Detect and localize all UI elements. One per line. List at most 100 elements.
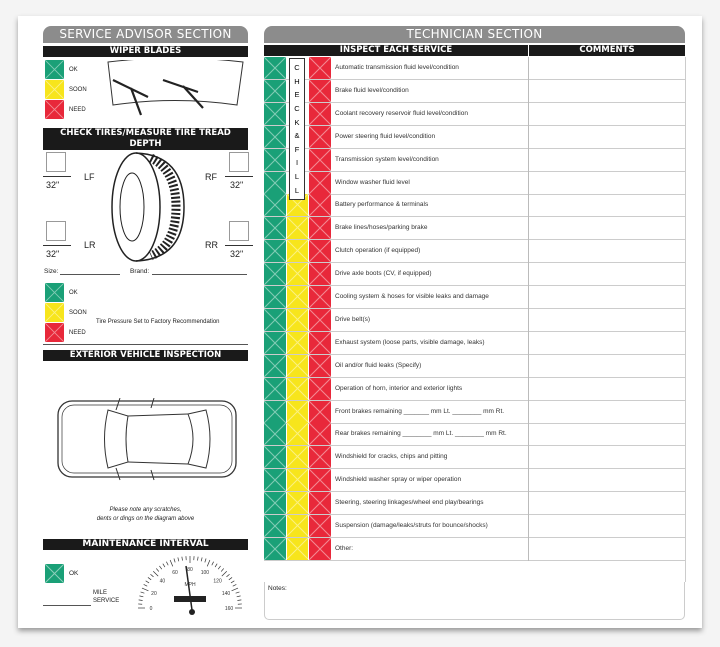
comment-field[interactable] xyxy=(530,378,685,400)
need-checkbox[interactable] xyxy=(308,262,332,286)
ok-checkbox[interactable] xyxy=(263,537,287,561)
soon-checkbox[interactable] xyxy=(286,445,309,469)
car-top-view-diagram[interactable] xyxy=(56,398,238,481)
comment-field[interactable] xyxy=(530,492,685,514)
need-checkbox[interactable] xyxy=(308,216,332,240)
ok-checkbox[interactable] xyxy=(263,400,287,423)
ok-checkbox[interactable] xyxy=(263,148,287,171)
need-checkbox[interactable] xyxy=(308,423,332,446)
ok-checkbox[interactable] xyxy=(263,377,287,400)
comment-field[interactable] xyxy=(530,332,685,354)
ok-checkbox[interactable] xyxy=(263,468,287,492)
comment-field[interactable] xyxy=(530,515,685,537)
soon-checkbox[interactable] xyxy=(286,377,309,400)
inspection-item-label: Drive axle boots (CV, if equipped) xyxy=(335,270,432,278)
ok-checkbox[interactable] xyxy=(263,445,287,469)
comment-field[interactable] xyxy=(530,401,685,423)
comment-field[interactable] xyxy=(530,240,685,262)
need-checkbox[interactable] xyxy=(308,79,332,103)
comment-field[interactable] xyxy=(530,103,685,125)
tire-soon-checkbox[interactable] xyxy=(45,303,64,322)
lf-tread-box[interactable] xyxy=(46,152,66,172)
soon-checkbox[interactable] xyxy=(286,331,309,354)
soon-checkbox[interactable] xyxy=(286,354,309,377)
soon-checkbox[interactable] xyxy=(286,537,309,560)
rf-tread-box[interactable] xyxy=(229,152,249,172)
comment-field[interactable] xyxy=(530,469,685,491)
ok-checkbox[interactable] xyxy=(263,491,287,515)
need-checkbox[interactable] xyxy=(308,102,332,126)
comment-field[interactable] xyxy=(530,309,685,331)
soon-checkbox[interactable] xyxy=(286,423,309,446)
need-checkbox[interactable] xyxy=(308,491,332,515)
ok-checkbox[interactable] xyxy=(263,56,287,80)
comment-field[interactable] xyxy=(530,217,685,239)
ok-checkbox[interactable] xyxy=(263,79,287,103)
soon-checkbox[interactable] xyxy=(286,216,309,240)
comment-field[interactable] xyxy=(530,172,685,194)
soon-checkbox[interactable] xyxy=(286,239,309,263)
wiper-blades-header: WIPER BLADES xyxy=(43,46,248,57)
inspection-item-label: Exhaust system (loose parts, visible dam… xyxy=(335,338,485,346)
need-checkbox[interactable] xyxy=(308,445,332,469)
size-field[interactable] xyxy=(60,274,120,275)
ok-checkbox[interactable] xyxy=(263,423,287,446)
tire-ok-checkbox[interactable] xyxy=(45,283,64,302)
brand-field[interactable] xyxy=(152,274,247,275)
ok-checkbox[interactable] xyxy=(263,514,287,538)
need-checkbox[interactable] xyxy=(308,400,332,423)
comment-field[interactable] xyxy=(530,126,685,148)
soon-checkbox[interactable] xyxy=(286,262,309,286)
ok-checkbox[interactable] xyxy=(263,331,287,355)
ok-checkbox[interactable] xyxy=(263,216,287,240)
ok-checkbox[interactable] xyxy=(263,194,287,217)
ok-checkbox[interactable] xyxy=(263,285,287,309)
ok-checkbox[interactable] xyxy=(263,102,287,126)
need-checkbox[interactable] xyxy=(308,354,332,378)
comment-field[interactable] xyxy=(530,57,685,79)
lr-tread-box[interactable] xyxy=(46,221,66,241)
need-checkbox[interactable] xyxy=(308,514,332,538)
soon-checkbox[interactable] xyxy=(286,491,309,515)
soon-checkbox[interactable] xyxy=(286,514,309,537)
need-checkbox[interactable] xyxy=(308,537,332,561)
need-checkbox[interactable] xyxy=(308,331,332,355)
need-checkbox[interactable] xyxy=(308,285,332,309)
notes-field[interactable]: Notes: xyxy=(264,582,685,620)
maintenance-ok-checkbox[interactable] xyxy=(45,564,64,583)
need-checkbox[interactable] xyxy=(308,468,332,492)
need-checkbox[interactable] xyxy=(308,56,332,80)
soon-checkbox[interactable] xyxy=(286,285,309,308)
need-checkbox[interactable] xyxy=(308,194,332,217)
ok-checkbox[interactable] xyxy=(263,125,287,149)
need-checkbox[interactable] xyxy=(308,308,332,332)
ok-checkbox[interactable] xyxy=(263,239,287,263)
ok-checkbox[interactable] xyxy=(263,308,287,332)
wiper-ok-checkbox[interactable] xyxy=(45,60,64,79)
ok-checkbox[interactable] xyxy=(263,171,287,194)
comment-field[interactable] xyxy=(530,446,685,468)
soon-checkbox[interactable] xyxy=(286,468,309,492)
wiper-soon-checkbox[interactable] xyxy=(45,80,64,99)
need-checkbox[interactable] xyxy=(308,125,332,149)
need-checkbox[interactable] xyxy=(308,148,332,171)
mile-service-field[interactable] xyxy=(43,605,91,606)
tire-need-checkbox[interactable] xyxy=(45,323,64,342)
comment-field[interactable] xyxy=(530,538,685,560)
ok-checkbox[interactable] xyxy=(263,354,287,378)
need-checkbox[interactable] xyxy=(308,377,332,400)
need-checkbox[interactable] xyxy=(308,239,332,263)
wiper-need-checkbox[interactable] xyxy=(45,100,64,119)
ok-checkbox[interactable] xyxy=(263,262,287,286)
soon-checkbox[interactable] xyxy=(286,400,309,423)
comment-field[interactable] xyxy=(530,149,685,171)
soon-checkbox[interactable] xyxy=(286,308,309,331)
comment-field[interactable] xyxy=(530,286,685,308)
comment-field[interactable] xyxy=(530,355,685,377)
comment-field[interactable] xyxy=(530,423,685,445)
comment-field[interactable] xyxy=(530,194,685,216)
comment-field[interactable] xyxy=(530,80,685,102)
rr-tread-box[interactable] xyxy=(229,221,249,241)
need-checkbox[interactable] xyxy=(308,171,332,194)
comment-field[interactable] xyxy=(530,263,685,285)
